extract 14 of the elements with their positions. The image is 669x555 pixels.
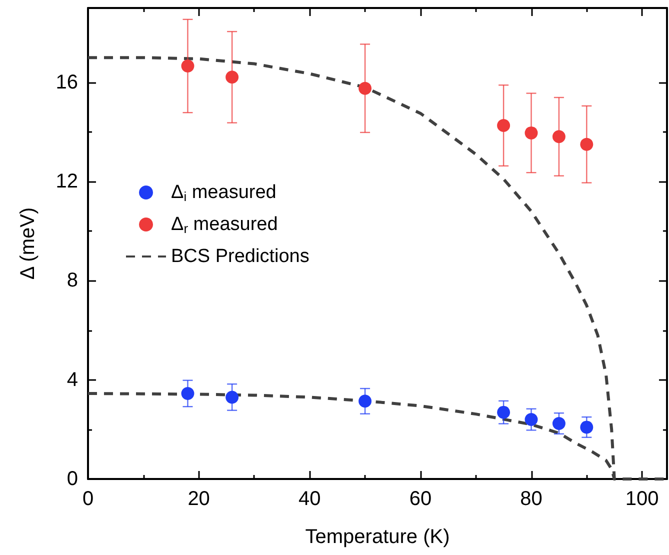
x-tick-label: 100	[625, 488, 659, 510]
x-tick-label: 20	[188, 488, 210, 510]
y-tick-label: 8	[66, 270, 78, 292]
x-axis-title: Temperature (K)	[305, 526, 450, 548]
legend-label: BCS Predictions	[171, 246, 310, 267]
y-tick-label: 0	[66, 468, 78, 490]
y-tick-label: 16	[56, 71, 78, 94]
x-tick-label: 60	[409, 488, 432, 510]
y-tick-label: 4	[66, 368, 78, 391]
x-tick-label: 0	[82, 488, 94, 510]
x-tick-label: 40	[298, 488, 321, 510]
y-tick-label: 12	[56, 170, 78, 193]
x-tick-label: 80	[520, 488, 542, 510]
y-axis-title: Δ (meV)	[17, 207, 39, 280]
